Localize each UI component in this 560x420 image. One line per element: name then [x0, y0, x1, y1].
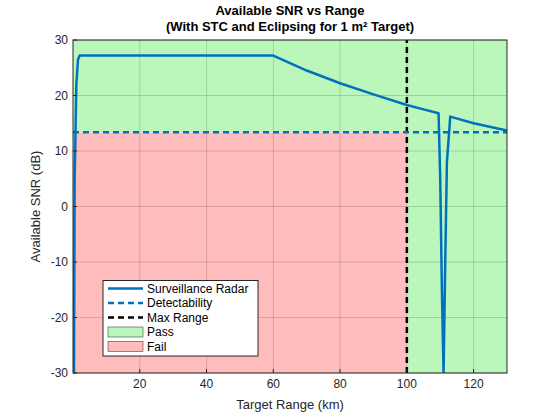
axes-frame — [73, 40, 507, 373]
region-fail — [73, 132, 407, 373]
tick-x — [206, 369, 207, 373]
legend-label: Detectability — [147, 296, 212, 310]
legend-swatch — [108, 327, 143, 337]
x-axis-label: Target Range (km) — [236, 397, 344, 412]
region-pass — [73, 40, 507, 373]
tick-y — [73, 317, 77, 318]
tick-label-y: 20 — [55, 89, 69, 103]
tick-label-y: -20 — [51, 311, 69, 325]
tick-y — [73, 206, 77, 207]
grid-line-y — [73, 151, 507, 152]
title: Available SNR vs Range — [215, 3, 364, 18]
legend-box — [103, 281, 258, 357]
y-axis-label: Available SNR (dB) — [28, 151, 43, 263]
tick-label-y: 10 — [55, 144, 69, 158]
tick-x — [340, 369, 341, 373]
tick-label-x: 40 — [200, 377, 214, 391]
legend-swatch — [108, 342, 143, 352]
plot-area — [73, 40, 507, 373]
tick-x — [273, 369, 274, 373]
legend-swatch — [108, 316, 143, 319]
tick-label-x: 120 — [464, 377, 484, 391]
tick-y — [73, 262, 77, 263]
legend-label: Pass — [147, 325, 174, 339]
chart: 20 40 60 80 100 120 -30 -20 -10 0 10 20 30 Available … — [0, 0, 560, 420]
tick-label-x: 60 — [267, 377, 281, 391]
series-line — [73, 131, 507, 134]
series-line — [74, 56, 507, 373]
legend-swatch — [108, 287, 143, 290]
plot-background — [73, 40, 507, 373]
tick-y — [73, 95, 77, 96]
series-line — [406, 40, 409, 373]
legend: Surveillance RadarDetectabilityMax Range… — [103, 281, 258, 357]
legend-swatch — [108, 302, 143, 305]
tick-y — [73, 40, 77, 41]
tick-y — [73, 373, 77, 374]
tick-label-y: 0 — [61, 200, 68, 214]
legend-label: Max Range — [147, 311, 209, 325]
grid-line-y — [73, 95, 507, 96]
tick-label-x: 100 — [397, 377, 417, 391]
tick-label-y: -30 — [51, 366, 69, 380]
title: (With STC and Eclipsing for 1 m² Target) — [166, 19, 414, 34]
tick-x — [473, 369, 474, 373]
tick-label-x: 80 — [333, 377, 347, 391]
tick-label-x: 20 — [133, 377, 147, 391]
tick-label-y: 30 — [55, 33, 69, 47]
legend-label: Fail — [147, 340, 166, 354]
tick-label-y: -10 — [51, 255, 69, 269]
tick-x — [139, 369, 140, 373]
tick-y — [73, 151, 77, 152]
lines — [73, 40, 507, 373]
legend-label: Surveillance Radar — [147, 282, 248, 296]
tick-x — [406, 369, 407, 373]
